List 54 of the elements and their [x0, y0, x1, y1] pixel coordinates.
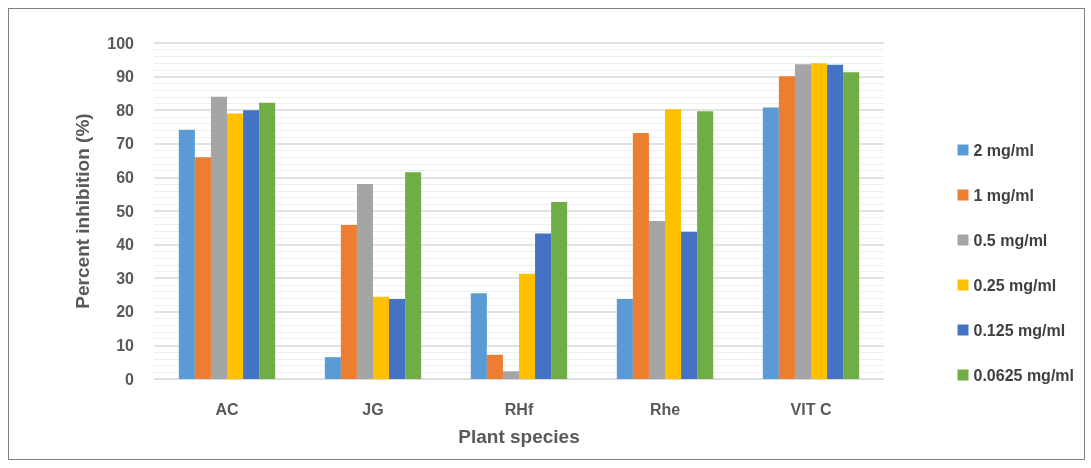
legend-label: 0.0625 mg/ml — [973, 366, 1074, 384]
y-tick-label: 10 — [116, 336, 135, 354]
bar — [632, 133, 649, 379]
bar — [843, 72, 860, 379]
bar — [486, 354, 503, 379]
bar — [194, 157, 211, 379]
bar — [340, 225, 357, 379]
bar — [178, 129, 195, 379]
legend-label: 0.5 mg/ml — [973, 231, 1048, 249]
y-tick-label: 30 — [116, 269, 135, 287]
legend-label: 0.125 mg/ml — [973, 321, 1066, 339]
bar — [259, 102, 276, 379]
x-tick-label: VIT C — [790, 400, 832, 418]
bar — [243, 110, 260, 379]
bar — [827, 64, 844, 379]
x-axis-title: Plant species — [458, 426, 580, 447]
bar — [519, 273, 536, 379]
bar — [373, 296, 390, 379]
bar — [794, 64, 811, 379]
legend-label: 2 mg/ml — [973, 141, 1034, 159]
x-tick-label: AC — [215, 400, 239, 418]
x-tick-label: Rhe — [649, 400, 681, 418]
bar — [697, 111, 714, 379]
bar — [648, 221, 665, 379]
bar — [616, 299, 633, 379]
y-tick-label: 70 — [116, 135, 135, 153]
y-axis-title: Percent inhibition (%) — [72, 113, 93, 309]
y-tick-label: 90 — [116, 68, 135, 86]
legend-label: 1 mg/ml — [973, 186, 1034, 204]
x-tick-label: JG — [362, 400, 384, 418]
bar — [551, 201, 568, 379]
bar — [665, 109, 682, 379]
y-tick-label: 50 — [116, 202, 135, 220]
bar — [762, 107, 779, 379]
bar — [778, 76, 795, 379]
bar — [356, 184, 373, 379]
y-tick-label: 100 — [107, 34, 135, 52]
x-tick-label: RHf — [504, 400, 534, 418]
bar — [681, 231, 698, 379]
y-tick-label: 60 — [116, 168, 135, 186]
bar — [535, 233, 552, 379]
bar — [470, 293, 487, 379]
bar — [811, 63, 828, 379]
y-tick-label: 80 — [116, 101, 135, 119]
bar — [389, 299, 406, 379]
bar — [324, 357, 341, 379]
y-tick-label: 20 — [116, 303, 135, 321]
y-tick-label: 40 — [116, 236, 135, 254]
bar — [405, 172, 422, 379]
legend-label: 0.25 mg/ml — [973, 276, 1057, 294]
bar — [227, 113, 244, 379]
y-tick-label: 0 — [125, 370, 135, 388]
bar — [502, 371, 519, 379]
bar — [210, 96, 227, 379]
